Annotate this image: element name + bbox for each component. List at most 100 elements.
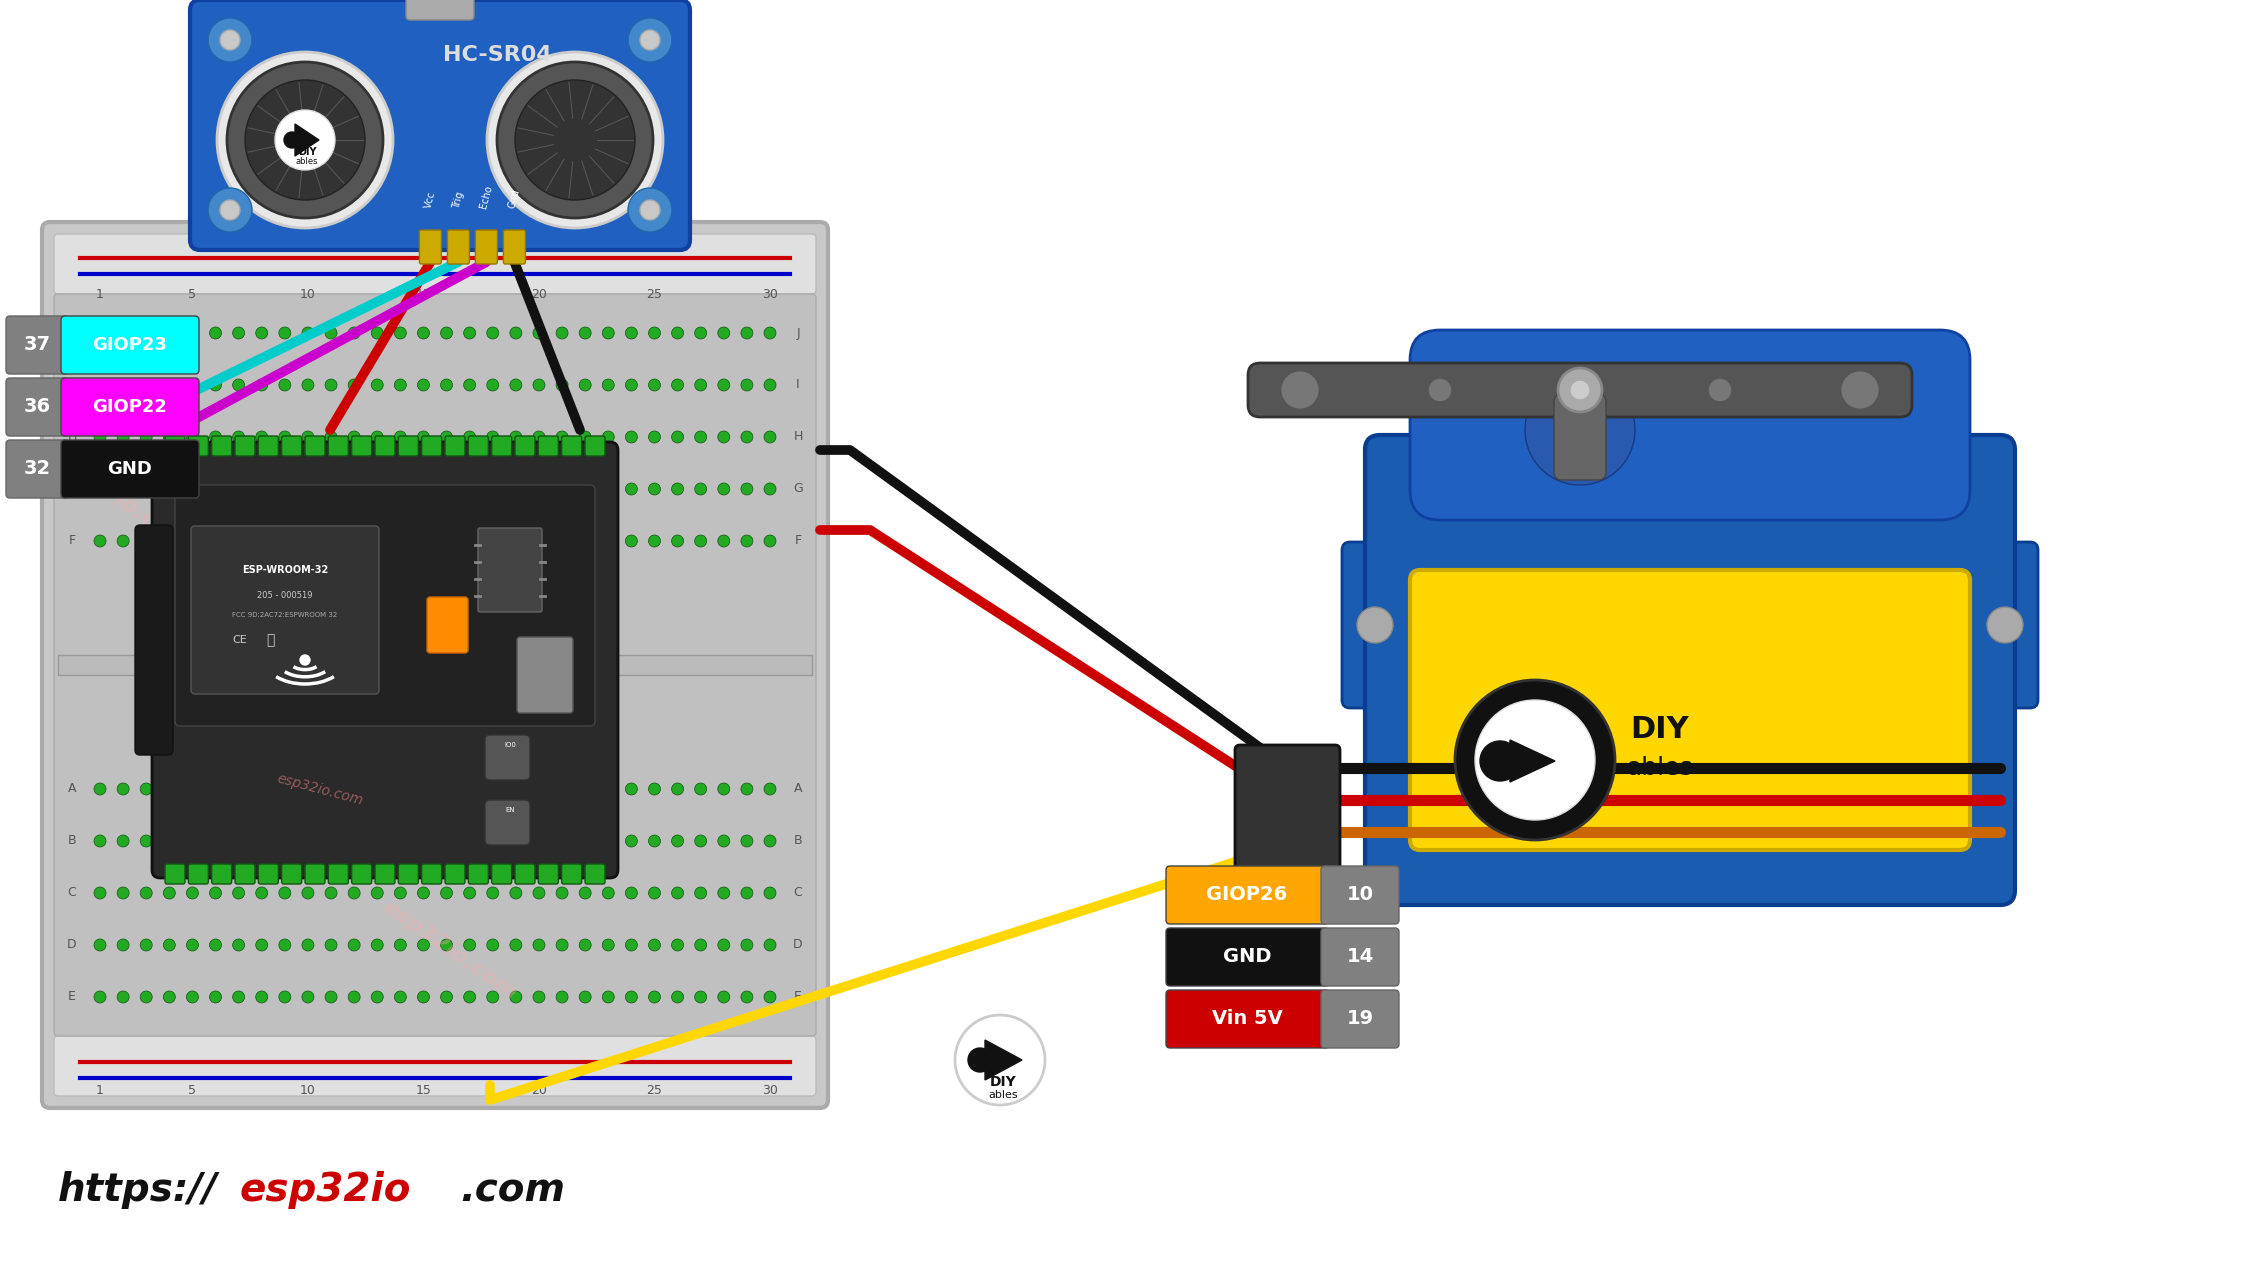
Circle shape	[347, 379, 361, 391]
Circle shape	[672, 782, 683, 795]
Circle shape	[187, 887, 198, 899]
Circle shape	[347, 535, 361, 547]
Circle shape	[764, 431, 776, 442]
Circle shape	[207, 188, 253, 233]
Circle shape	[210, 535, 221, 547]
Circle shape	[347, 782, 361, 795]
Circle shape	[1281, 370, 1319, 410]
Circle shape	[1427, 378, 1452, 402]
Circle shape	[440, 836, 453, 847]
Text: 10: 10	[1346, 886, 1373, 905]
Circle shape	[255, 535, 268, 547]
FancyBboxPatch shape	[352, 436, 372, 456]
Circle shape	[649, 431, 661, 442]
Circle shape	[95, 782, 106, 795]
Circle shape	[325, 431, 336, 442]
FancyBboxPatch shape	[584, 436, 604, 456]
Text: I: I	[796, 378, 801, 392]
Text: EN: EN	[505, 806, 514, 813]
Circle shape	[625, 431, 638, 442]
Circle shape	[417, 379, 428, 391]
FancyBboxPatch shape	[446, 230, 469, 264]
Circle shape	[602, 379, 613, 391]
Circle shape	[1454, 680, 1615, 841]
Circle shape	[580, 887, 591, 899]
Circle shape	[95, 887, 106, 899]
FancyBboxPatch shape	[584, 865, 604, 884]
Circle shape	[627, 188, 672, 233]
Text: https://: https://	[59, 1170, 219, 1208]
Text: B: B	[68, 834, 77, 847]
Circle shape	[1479, 741, 1520, 781]
Circle shape	[280, 836, 291, 847]
Circle shape	[140, 836, 151, 847]
Circle shape	[465, 535, 476, 547]
FancyBboxPatch shape	[514, 436, 534, 456]
Text: Gnd: Gnd	[507, 188, 521, 210]
Circle shape	[95, 991, 106, 1004]
Circle shape	[557, 327, 568, 339]
FancyBboxPatch shape	[444, 436, 465, 456]
Circle shape	[372, 483, 383, 495]
Circle shape	[417, 836, 428, 847]
FancyBboxPatch shape	[135, 525, 174, 755]
FancyBboxPatch shape	[212, 436, 232, 456]
Text: 36: 36	[23, 397, 50, 417]
Circle shape	[372, 836, 383, 847]
Circle shape	[210, 483, 221, 495]
Circle shape	[280, 991, 291, 1004]
Text: 25: 25	[647, 287, 663, 301]
Circle shape	[695, 887, 706, 899]
Circle shape	[487, 483, 498, 495]
Circle shape	[742, 836, 753, 847]
FancyBboxPatch shape	[444, 865, 465, 884]
Circle shape	[487, 327, 498, 339]
Circle shape	[140, 327, 151, 339]
FancyBboxPatch shape	[503, 230, 525, 264]
Text: GIOP26: GIOP26	[1206, 886, 1288, 905]
FancyBboxPatch shape	[7, 316, 70, 374]
Text: 30: 30	[762, 1083, 778, 1096]
Circle shape	[95, 535, 106, 547]
Text: .com: .com	[460, 1170, 566, 1208]
Circle shape	[255, 887, 268, 899]
Circle shape	[1987, 607, 2023, 643]
Circle shape	[580, 782, 591, 795]
FancyBboxPatch shape	[374, 865, 395, 884]
FancyBboxPatch shape	[192, 526, 379, 694]
Circle shape	[742, 782, 753, 795]
Text: 37: 37	[23, 335, 50, 354]
FancyBboxPatch shape	[282, 865, 302, 884]
Text: F: F	[68, 535, 77, 547]
Circle shape	[140, 782, 151, 795]
Circle shape	[625, 836, 638, 847]
Circle shape	[1707, 378, 1732, 402]
Circle shape	[764, 887, 776, 899]
Circle shape	[956, 1015, 1044, 1105]
Circle shape	[742, 887, 753, 899]
Circle shape	[372, 431, 383, 442]
Circle shape	[302, 483, 313, 495]
FancyBboxPatch shape	[235, 436, 255, 456]
Circle shape	[672, 991, 683, 1004]
Circle shape	[510, 887, 521, 899]
Circle shape	[280, 379, 291, 391]
Circle shape	[580, 327, 591, 339]
Circle shape	[395, 887, 406, 899]
Circle shape	[602, 782, 613, 795]
Circle shape	[117, 887, 129, 899]
Circle shape	[649, 836, 661, 847]
Circle shape	[1524, 375, 1635, 485]
Circle shape	[742, 483, 753, 495]
FancyBboxPatch shape	[1554, 394, 1606, 480]
Circle shape	[532, 887, 546, 899]
Circle shape	[187, 782, 198, 795]
FancyBboxPatch shape	[516, 637, 573, 713]
Circle shape	[602, 431, 613, 442]
Text: G: G	[794, 483, 803, 495]
Circle shape	[255, 431, 268, 442]
Circle shape	[417, 887, 428, 899]
Circle shape	[232, 939, 244, 951]
FancyBboxPatch shape	[469, 436, 489, 456]
Circle shape	[417, 327, 428, 339]
